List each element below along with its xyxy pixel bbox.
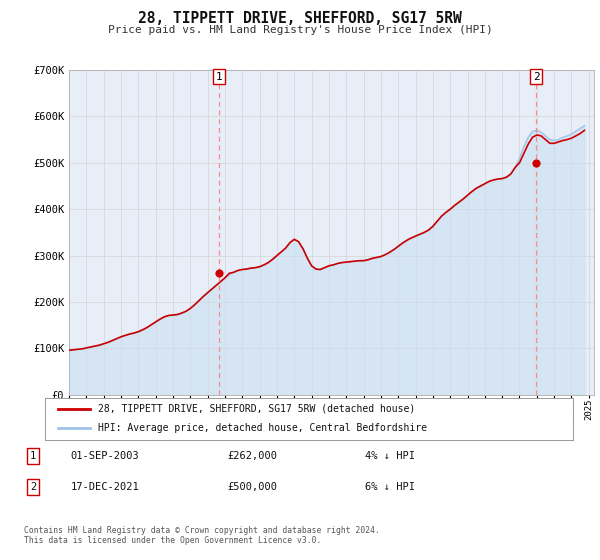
Text: Price paid vs. HM Land Registry's House Price Index (HPI): Price paid vs. HM Land Registry's House … <box>107 25 493 35</box>
Point <box>532 158 541 167</box>
Text: This data is licensed under the Open Government Licence v3.0.: This data is licensed under the Open Gov… <box>24 536 322 545</box>
Text: HPI: Average price, detached house, Central Bedfordshire: HPI: Average price, detached house, Cent… <box>98 423 427 433</box>
Text: 1: 1 <box>216 72 223 82</box>
Text: 28, TIPPETT DRIVE, SHEFFORD, SG17 5RW (detached house): 28, TIPPETT DRIVE, SHEFFORD, SG17 5RW (d… <box>98 404 415 414</box>
Text: 2: 2 <box>30 482 36 492</box>
Text: 01-SEP-2003: 01-SEP-2003 <box>71 451 139 461</box>
Text: 28, TIPPETT DRIVE, SHEFFORD, SG17 5RW: 28, TIPPETT DRIVE, SHEFFORD, SG17 5RW <box>138 11 462 26</box>
Text: 2: 2 <box>533 72 539 82</box>
Text: 1: 1 <box>30 451 36 461</box>
Text: Contains HM Land Registry data © Crown copyright and database right 2024.: Contains HM Land Registry data © Crown c… <box>24 526 380 535</box>
Text: £262,000: £262,000 <box>227 451 277 461</box>
Text: 4% ↓ HPI: 4% ↓ HPI <box>365 451 415 461</box>
Text: £500,000: £500,000 <box>227 482 277 492</box>
Text: 6% ↓ HPI: 6% ↓ HPI <box>365 482 415 492</box>
Text: 17-DEC-2021: 17-DEC-2021 <box>71 482 139 492</box>
Point <box>214 269 224 278</box>
